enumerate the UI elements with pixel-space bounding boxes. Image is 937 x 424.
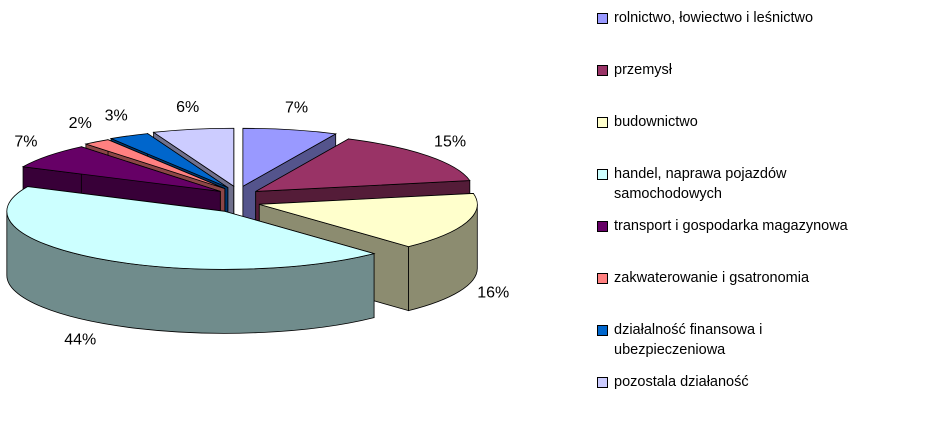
legend-item: pozostala działaność bbox=[597, 372, 927, 424]
legend-item: przemysł bbox=[597, 60, 927, 112]
slice bbox=[109, 133, 229, 188]
legend-label: handel, naprawa pojazdów samochodowych bbox=[614, 166, 787, 202]
legend-swatch bbox=[597, 221, 608, 232]
slice bbox=[242, 127, 337, 188]
legend-label: rolnictwo, łowiectwo i leśnictwo bbox=[614, 10, 814, 26]
slice bbox=[152, 127, 235, 187]
chart: 7% 15% 16% 44% 7% 2% 3% 6% bbox=[6, 99, 509, 348]
slice bbox=[255, 138, 471, 192]
legend-swatch bbox=[597, 377, 608, 388]
legend-item: rolnictwo, łowiectwo i leśnictwo bbox=[597, 8, 927, 60]
slice bbox=[6, 186, 376, 270]
legend-swatch bbox=[597, 117, 608, 128]
legend-label: pozostala działaność bbox=[614, 374, 749, 390]
data-label: 2% bbox=[69, 115, 92, 132]
slice bbox=[21, 146, 221, 192]
legend-item: zakwaterowanie i gsatronomia bbox=[597, 268, 927, 320]
data-label: 44% bbox=[64, 331, 96, 348]
legend-item: handel, naprawa pojazdów samochodowych bbox=[597, 164, 927, 216]
legend-item: transport i gospodarka magazynowa bbox=[597, 216, 927, 268]
legend-swatch bbox=[597, 13, 608, 24]
legend-item: działalność finansowa i ubezpieczeniowa bbox=[597, 320, 927, 372]
legend-swatch bbox=[597, 65, 608, 76]
legend-swatch bbox=[597, 325, 608, 336]
legend-label: działalność finansowa i ubezpieczeniowa bbox=[614, 322, 763, 358]
legend-label: zakwaterowanie i gsatronomia bbox=[614, 270, 810, 286]
legend-swatch bbox=[597, 273, 608, 284]
data-label: 7% bbox=[14, 134, 37, 151]
data-label: 6% bbox=[176, 99, 199, 116]
data-label: 16% bbox=[477, 284, 509, 301]
slice bbox=[259, 193, 478, 248]
legend-label: przemysł bbox=[614, 62, 673, 78]
legend-label: transport i gospodarka magazynowa bbox=[614, 218, 848, 234]
data-label: 7% bbox=[285, 99, 308, 116]
legend-swatch bbox=[597, 169, 608, 180]
slice bbox=[84, 139, 225, 190]
legend: rolnictwo, łowiectwo i leśnictwo przemysł… bbox=[597, 8, 927, 424]
data-label: 3% bbox=[105, 107, 128, 124]
data-label: 15% bbox=[434, 134, 466, 151]
legend-item: budownictwo bbox=[597, 112, 927, 164]
page: {"chart_data": {"type": "pie3d", "catego… bbox=[6, 10, 848, 390]
legend-label: budownictwo bbox=[614, 114, 698, 130]
